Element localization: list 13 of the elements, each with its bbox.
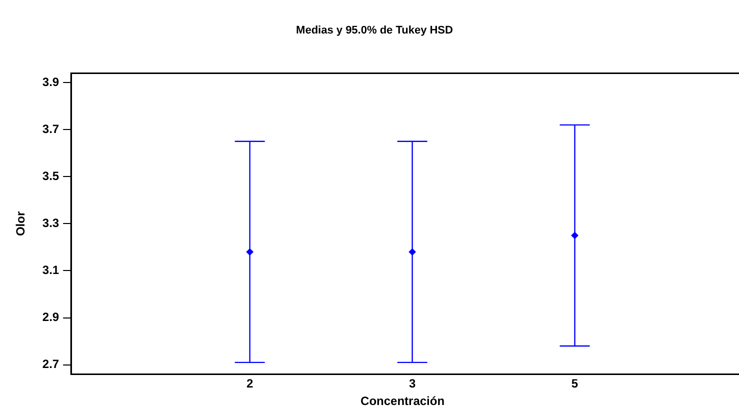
x-tick-label: 5 bbox=[571, 376, 578, 391]
y-tick-label: 3.5 bbox=[42, 168, 60, 183]
y-tick-label: 3.3 bbox=[42, 216, 60, 230]
y-tick-label: 2.9 bbox=[42, 310, 60, 324]
chart-title: Medias y 95.0% de Tukey HSD bbox=[296, 24, 454, 37]
x-tick-label: 2 bbox=[246, 376, 254, 391]
y-tick-label: 3.9 bbox=[42, 74, 60, 89]
x-tick-label: 3 bbox=[408, 376, 416, 391]
x-axis-title: Concentración bbox=[360, 394, 445, 408]
y-tick-label: 3.1 bbox=[42, 263, 60, 278]
y-tick-label: 2.7 bbox=[42, 357, 60, 372]
y-axis-title: Olor bbox=[14, 211, 28, 236]
y-tick-label: 3.7 bbox=[42, 122, 60, 136]
